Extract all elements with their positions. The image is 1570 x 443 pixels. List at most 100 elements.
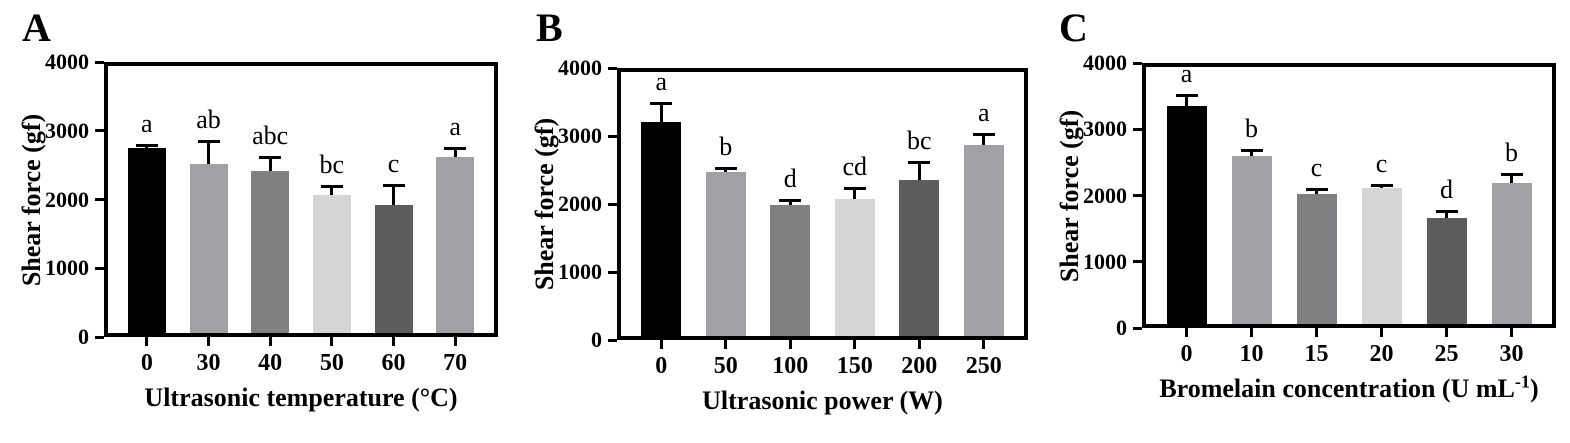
panel-A-y-axis-title: Shear force (gf) <box>17 113 46 286</box>
x-tick-mark <box>330 337 334 346</box>
y-tick-label: 4000 <box>45 49 89 74</box>
significance-letter: a <box>449 111 461 141</box>
significance-letter: a <box>141 109 153 139</box>
bar-C-20 <box>1361 188 1402 326</box>
error-bar-line <box>392 185 395 205</box>
x-tick-mark <box>1250 328 1253 337</box>
y-tick-label: 4000 <box>1083 50 1127 75</box>
x-tick-mark <box>982 340 986 349</box>
significance-letter: cd <box>842 152 868 182</box>
panel-C-plot-frame <box>1142 63 1556 328</box>
error-bar-line <box>1315 188 1318 194</box>
error-bar-cap <box>1240 148 1263 152</box>
x-axis-title-tail: ) <box>1530 374 1539 403</box>
bar-C-15 <box>1296 193 1337 326</box>
x-tick-label: 50 <box>319 350 344 376</box>
panel-C-x-axis-title: Bromelain concentration (U mL-1) <box>1142 372 1556 404</box>
y-tick-label: 2000 <box>1083 182 1127 208</box>
bar-B-100 <box>770 205 811 338</box>
x-tick-mark <box>1445 328 1448 337</box>
error-bar-cap <box>650 101 673 105</box>
error-bar-cap <box>1175 93 1198 97</box>
panel-C-y-axis-title: Shear force (gf) <box>1055 109 1084 282</box>
error-bar-line <box>1250 149 1253 156</box>
x-tick-mark <box>1185 328 1188 337</box>
y-tick-mark <box>608 134 617 138</box>
y-tick-label: 1000 <box>558 259 602 284</box>
x-tick-mark <box>659 340 663 349</box>
y-tick-mark <box>1133 326 1142 330</box>
y-tick-label: 2000 <box>558 191 602 216</box>
error-bar-cap <box>714 167 737 171</box>
x-tick-label: 250 <box>965 353 1002 379</box>
error-bar-cap <box>197 140 220 144</box>
y-tick-mark <box>608 202 617 206</box>
y-tick-mark <box>608 66 617 70</box>
significance-letter: b <box>1505 137 1518 167</box>
x-tick-mark <box>724 340 728 349</box>
error-bar-line <box>982 133 986 145</box>
x-tick-mark <box>453 337 457 346</box>
bar-B-150 <box>834 199 875 338</box>
significance-letter: bc <box>906 126 932 156</box>
error-bar-cap <box>779 199 802 203</box>
y-tick-label: 0 <box>78 324 89 349</box>
bar-A-0 <box>127 147 166 335</box>
error-bar-cap <box>135 144 158 148</box>
significance-letter: c <box>1310 152 1323 182</box>
significance-letter: a <box>977 97 990 127</box>
x-tick-label: 0 <box>140 350 153 376</box>
y-tick-mark <box>1133 260 1142 264</box>
panel-A-plot-frame <box>104 62 498 337</box>
bar-C-10 <box>1231 155 1272 326</box>
significance-letter: bc <box>319 150 345 180</box>
significance-letter: d <box>1440 174 1453 204</box>
x-tick-mark <box>853 340 857 349</box>
x-axis-title-text: Ultrasonic temperature (°C) <box>144 383 458 412</box>
x-tick-label: 0 <box>1180 341 1193 367</box>
error-bar-cap <box>843 187 866 191</box>
x-tick-label: 50 <box>713 353 738 379</box>
error-bar-cap <box>908 161 931 165</box>
panel-B-x-axis-title: Ultrasonic power (W) <box>617 386 1028 416</box>
significance-letter: a <box>1180 58 1193 88</box>
x-tick-label: 40 <box>258 350 283 376</box>
x-tick-label: 60 <box>381 350 406 376</box>
panel-B-y-axis-title: Shear force (gf) <box>530 117 559 291</box>
y-tick-mark <box>1133 127 1142 131</box>
x-tick-label: 150 <box>836 353 873 379</box>
x-tick-mark <box>145 337 149 346</box>
error-bar-cap <box>259 155 282 159</box>
y-tick-mark <box>1133 61 1142 65</box>
x-tick-label: 0 <box>655 353 668 379</box>
y-tick-mark <box>95 60 104 64</box>
error-bar-cap <box>1435 209 1458 213</box>
bar-A-70 <box>436 156 475 335</box>
error-bar-cap <box>1500 172 1523 176</box>
x-tick-label: 10 <box>1239 341 1264 367</box>
error-bar-line <box>453 147 457 157</box>
y-tick-mark <box>608 270 617 274</box>
significance-letter: abc <box>252 120 289 150</box>
x-tick-label: 30 <box>1499 341 1524 367</box>
error-bar-line <box>724 168 728 173</box>
error-bar-line <box>268 156 272 172</box>
error-bar-line <box>1185 94 1188 107</box>
x-tick-label: 100 <box>772 353 809 379</box>
error-bar-cap <box>1305 187 1328 191</box>
error-bar-cap <box>382 184 405 188</box>
bar-A-30 <box>189 163 228 335</box>
panel-A-letter: A <box>22 5 51 50</box>
error-bar-line <box>207 141 210 164</box>
error-bar-line <box>330 186 334 196</box>
error-bar-line <box>1510 173 1513 183</box>
y-tick-mark <box>95 129 104 133</box>
y-tick-label: 3000 <box>558 123 602 148</box>
x-tick-mark <box>788 340 792 349</box>
x-tick-mark <box>268 337 272 346</box>
bar-C-30 <box>1491 182 1532 326</box>
error-bar-line <box>917 162 921 181</box>
x-axis-title-text: Bromelain concentration (U mL <box>1159 374 1515 403</box>
x-tick-label: 15 <box>1304 341 1329 367</box>
